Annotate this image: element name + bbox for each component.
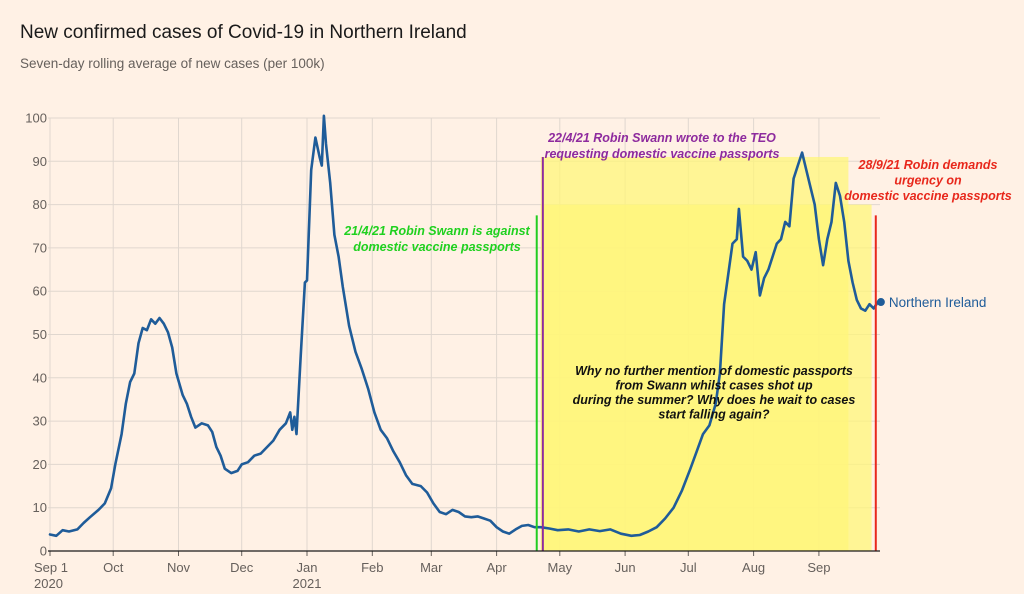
annotation-red: urgency on xyxy=(894,174,962,188)
annotation-green: domestic vaccine passports xyxy=(353,240,520,254)
annotation-purple: 22/4/21 Robin Swann wrote to the TEO xyxy=(547,131,776,145)
x-tick-sublabel: 2020 xyxy=(34,576,63,591)
chart-subtitle: Seven-day rolling average of new cases (… xyxy=(20,56,325,71)
y-tick-label: 50 xyxy=(33,327,47,342)
annotation-green: 21/4/21 Robin Swann is against xyxy=(343,224,530,238)
y-tick-label: 70 xyxy=(33,240,47,255)
annotation-question: start falling again? xyxy=(658,408,769,422)
x-tick-label: Jan xyxy=(297,560,318,575)
x-tick-label: Feb xyxy=(361,560,383,575)
x-tick-label: Jul xyxy=(680,560,697,575)
annotation-red: domestic vaccine passports xyxy=(844,189,1011,203)
series-line-northern-ireland xyxy=(48,114,880,538)
x-tick-label: Sep xyxy=(807,560,830,575)
series: Northern Ireland xyxy=(48,114,987,538)
y-tick-label: 60 xyxy=(33,284,47,299)
annotations: 21/4/21 Robin Swann is against domestic v… xyxy=(343,131,1012,422)
highlight-region xyxy=(540,156,872,551)
x-tick-label: Nov xyxy=(167,560,191,575)
y-tick-label: 40 xyxy=(33,370,47,385)
x-tick-label: Aug xyxy=(742,560,765,575)
x-tick-label: Sep 1 xyxy=(34,560,68,575)
annotation-red: 28/9/21 Robin demands xyxy=(858,158,998,172)
annotation-question: Why no further mention of domestic passp… xyxy=(575,364,853,378)
y-tick-label: 100 xyxy=(25,111,47,126)
x-tick-label: May xyxy=(548,560,573,575)
x-tick-label: Jun xyxy=(615,560,636,575)
y-tick-label: 10 xyxy=(33,500,47,515)
x-tick-label: Mar xyxy=(420,560,443,575)
y-tick-label: 30 xyxy=(33,414,47,429)
series-end-label: Northern Ireland xyxy=(889,295,987,310)
annotation-question: during the summer? Why does he wait to c… xyxy=(573,393,856,407)
event-lines xyxy=(535,156,877,551)
y-tick-label: 20 xyxy=(33,457,47,472)
annotation-purple: requesting domestic vaccine passports xyxy=(545,147,780,161)
annotation-question: from Swann whilst cases shot up xyxy=(615,379,813,393)
highlight-region-box xyxy=(540,156,849,551)
x-tick-sublabel: 2021 xyxy=(293,576,322,591)
y-tick-label: 0 xyxy=(40,544,47,559)
y-tick-label: 90 xyxy=(33,154,47,169)
x-tick-label: Apr xyxy=(486,560,507,575)
y-tick-label: 80 xyxy=(33,197,47,212)
x-tick-label: Dec xyxy=(230,560,254,575)
x-tick-label: Oct xyxy=(103,560,124,575)
series-end-dot xyxy=(876,298,885,307)
chart-title: New confirmed cases of Covid-19 in North… xyxy=(20,22,467,43)
